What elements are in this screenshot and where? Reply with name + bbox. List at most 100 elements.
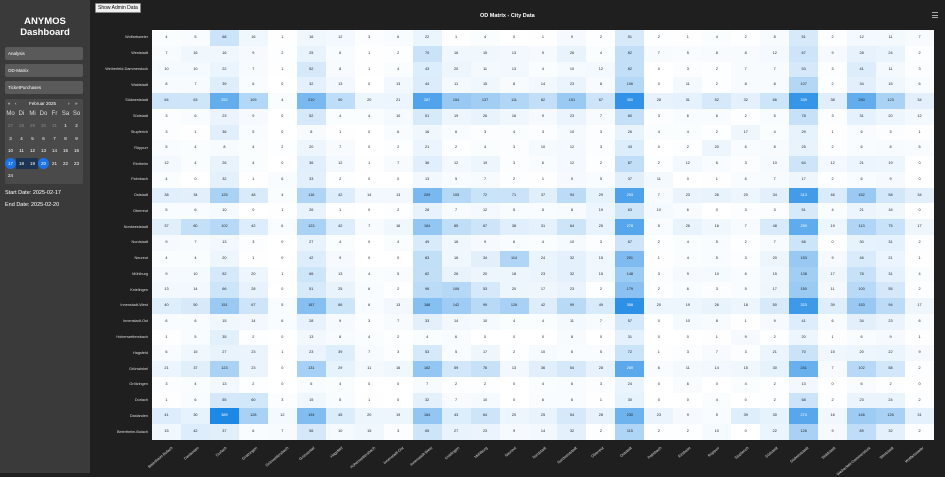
heatmap-cell[interactable]: 0 <box>267 235 297 251</box>
heatmap-cell[interactable]: 19 <box>673 298 703 314</box>
calendar-day[interactable]: 28 <box>18 123 24 128</box>
heatmap-cell[interactable]: 0 <box>383 171 413 188</box>
heatmap-cell[interactable]: 66 <box>325 298 355 314</box>
heatmap-cell[interactable]: 154 <box>441 93 471 109</box>
heatmap-cell[interactable]: 56 <box>296 424 326 440</box>
heatmap-cell[interactable]: 6 <box>267 313 297 330</box>
heatmap-cell[interactable]: 0 <box>267 77 297 94</box>
heatmap-cell[interactable]: 34 <box>847 313 877 330</box>
heatmap-cell[interactable]: 7 <box>267 424 297 440</box>
heatmap-cell[interactable]: 6 <box>528 392 558 409</box>
heatmap-cell[interactable]: 3 <box>876 124 906 141</box>
heatmap-cell[interactable]: 115 <box>615 424 645 440</box>
heatmap-cell[interactable]: 67 <box>470 219 500 235</box>
heatmap-cell[interactable]: 3 <box>586 376 616 393</box>
heatmap-cell[interactable]: 26 <box>470 108 500 125</box>
heatmap-cell[interactable]: 1 <box>673 30 703 46</box>
heatmap-cell[interactable]: 0 <box>470 329 500 346</box>
heatmap-cell[interactable]: 3 <box>644 266 674 283</box>
heatmap-cell[interactable]: 63 <box>615 203 645 220</box>
heatmap-cell[interactable]: 9 <box>152 235 181 251</box>
heatmap-cell[interactable]: 37 <box>152 219 181 235</box>
heatmap-cell[interactable]: 44 <box>412 77 442 94</box>
heatmap-cell[interactable]: 0 <box>644 376 674 393</box>
heatmap-cell[interactable]: 194 <box>296 408 326 425</box>
heatmap-cell[interactable]: 68 <box>789 392 819 409</box>
heatmap-cell[interactable]: 26 <box>441 266 471 283</box>
heatmap-cell[interactable]: 53 <box>789 61 819 78</box>
heatmap-cell[interactable]: 201 <box>615 250 645 267</box>
heatmap-cell[interactable]: 23 <box>296 345 326 362</box>
heatmap-cell[interactable]: 6 <box>847 376 877 393</box>
heatmap-cell[interactable]: 3 <box>499 156 529 172</box>
heatmap-cell[interactable]: 60 <box>238 392 268 409</box>
heatmap-cell[interactable]: 11 <box>557 313 587 330</box>
heatmap-cell[interactable]: 15 <box>354 424 384 440</box>
heatmap-cell[interactable]: 7 <box>760 61 790 78</box>
heatmap-cell[interactable]: 389 <box>209 408 239 425</box>
heatmap-cell[interactable]: 22 <box>760 424 790 440</box>
heatmap-cell[interactable]: 2 <box>470 376 500 393</box>
heatmap-cell[interactable]: 4 <box>354 329 384 346</box>
heatmap-cell[interactable]: 70 <box>789 345 819 362</box>
heatmap-cell[interactable]: 1 <box>267 345 297 362</box>
heatmap-cell[interactable]: 0 <box>673 329 703 346</box>
heatmap-cell[interactable]: 23 <box>644 408 674 425</box>
heatmap-cell[interactable]: 0 <box>644 313 674 330</box>
heatmap-cell[interactable]: 10 <box>528 140 558 157</box>
calendar-day[interactable]: 15 <box>62 148 68 153</box>
heatmap-cell[interactable]: 64 <box>152 93 181 109</box>
heatmap-cell[interactable]: 0 <box>499 329 529 346</box>
heatmap-cell[interactable]: 7 <box>441 203 471 220</box>
heatmap-cell[interactable]: 2 <box>905 45 934 62</box>
heatmap-cell[interactable]: 1 <box>354 61 384 78</box>
heatmap-cell[interactable]: 13 <box>383 77 413 94</box>
heatmap-cell[interactable]: 0 <box>644 392 674 409</box>
heatmap-cell[interactable]: 89 <box>847 424 877 440</box>
heatmap-cell[interactable]: 16 <box>383 219 413 235</box>
heatmap-cell[interactable]: 1 <box>586 392 616 409</box>
heatmap-cell[interactable]: 54 <box>557 408 587 425</box>
heatmap-cell[interactable]: 13 <box>789 376 819 393</box>
heatmap-cell[interactable]: 151 <box>209 298 239 314</box>
heatmap-cell[interactable]: 4 <box>267 187 297 204</box>
heatmap-cell[interactable]: 9 <box>238 45 268 62</box>
heatmap-cell[interactable]: 6 <box>673 108 703 125</box>
heatmap-cell[interactable]: 250 <box>847 93 877 109</box>
heatmap-cell[interactable]: 6 <box>238 77 268 94</box>
heatmap-cell[interactable]: 1 <box>905 329 934 346</box>
heatmap-cell[interactable]: 3 <box>152 376 181 393</box>
heatmap-cell[interactable]: 8 <box>760 140 790 157</box>
heatmap-cell[interactable]: 41 <box>847 61 877 78</box>
heatmap-cell[interactable]: 52 <box>209 266 239 283</box>
heatmap-cell[interactable]: 24 <box>876 45 906 62</box>
heatmap-cell[interactable]: 28 <box>586 408 616 425</box>
heatmap-cell[interactable]: 6 <box>528 156 558 172</box>
heatmap-cell[interactable]: 26 <box>615 124 645 141</box>
heatmap-cell[interactable]: 15 <box>470 45 500 62</box>
heatmap-cell[interactable]: 68 <box>209 30 239 46</box>
heatmap-cell[interactable]: 12 <box>267 408 297 425</box>
heatmap-cell[interactable]: 20 <box>499 408 529 425</box>
heatmap-cell[interactable]: 26 <box>702 187 732 204</box>
heatmap-cell[interactable]: 0 <box>354 140 384 157</box>
heatmap-cell[interactable]: 5 <box>499 203 529 220</box>
heatmap-cell[interactable]: 4 <box>152 171 181 188</box>
heatmap-cell[interactable]: 8 <box>702 45 732 62</box>
heatmap-cell[interactable]: 102 <box>847 361 877 377</box>
heatmap-cell[interactable]: 26 <box>673 219 703 235</box>
heatmap-cell[interactable]: 2 <box>644 235 674 251</box>
heatmap-cell[interactable]: 20 <box>354 408 384 425</box>
heatmap-cell[interactable]: 31 <box>905 408 934 425</box>
heatmap-cell[interactable]: 5 <box>383 266 413 283</box>
heatmap-cell[interactable]: 2 <box>818 140 848 157</box>
heatmap-cell[interactable]: 5 <box>760 108 790 125</box>
heatmap-cell[interactable]: 4 <box>152 250 181 267</box>
next-year-icon[interactable]: » <box>75 101 78 106</box>
heatmap-cell[interactable]: 5 <box>180 30 210 46</box>
heatmap-cell[interactable]: 7 <box>152 45 181 62</box>
heatmap-cell[interactable]: 6 <box>180 203 210 220</box>
heatmap-cell[interactable]: 4 <box>586 45 616 62</box>
heatmap-cell[interactable]: 13 <box>412 171 442 188</box>
heatmap-cell[interactable]: 1 <box>528 171 558 188</box>
